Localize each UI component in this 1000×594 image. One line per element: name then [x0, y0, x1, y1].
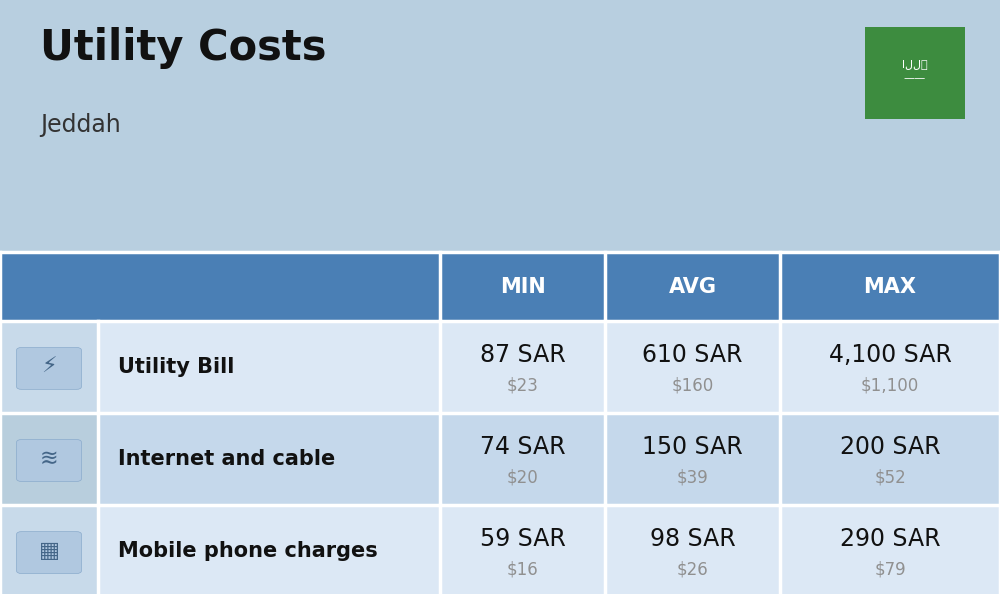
Text: AVG: AVG	[668, 277, 716, 296]
FancyBboxPatch shape	[0, 505, 1000, 594]
Text: 150 SAR: 150 SAR	[642, 435, 743, 459]
FancyBboxPatch shape	[0, 505, 98, 594]
FancyBboxPatch shape	[865, 27, 965, 119]
Text: MAX: MAX	[864, 277, 916, 296]
Text: $39: $39	[677, 468, 708, 486]
Text: $26: $26	[677, 560, 708, 579]
Text: 59 SAR: 59 SAR	[480, 527, 565, 551]
FancyBboxPatch shape	[780, 252, 1000, 321]
FancyBboxPatch shape	[440, 252, 605, 321]
Text: Utility Costs: Utility Costs	[40, 27, 326, 69]
Text: $16: $16	[507, 560, 538, 579]
FancyBboxPatch shape	[16, 347, 82, 390]
Text: اللہ
——: اللہ ——	[902, 59, 928, 83]
FancyBboxPatch shape	[16, 532, 82, 574]
Text: Mobile phone charges: Mobile phone charges	[118, 541, 378, 561]
FancyBboxPatch shape	[0, 321, 1000, 413]
FancyBboxPatch shape	[0, 252, 440, 321]
FancyBboxPatch shape	[605, 252, 780, 321]
Text: 98 SAR: 98 SAR	[650, 527, 735, 551]
Text: 200 SAR: 200 SAR	[840, 435, 940, 459]
Text: $52: $52	[874, 468, 906, 486]
Text: 290 SAR: 290 SAR	[840, 527, 940, 551]
FancyBboxPatch shape	[0, 413, 1000, 505]
Text: $1,100: $1,100	[861, 376, 919, 394]
Text: 87 SAR: 87 SAR	[480, 343, 565, 367]
Text: 610 SAR: 610 SAR	[642, 343, 743, 367]
Text: 74 SAR: 74 SAR	[480, 435, 565, 459]
Text: ≋: ≋	[40, 449, 58, 469]
Text: Internet and cable: Internet and cable	[118, 449, 335, 469]
Text: Jeddah: Jeddah	[40, 113, 121, 137]
Text: 4,100 SAR: 4,100 SAR	[829, 343, 951, 367]
Text: $160: $160	[671, 376, 714, 394]
Text: ▦: ▦	[38, 541, 60, 561]
FancyBboxPatch shape	[16, 440, 82, 481]
Text: ⚡: ⚡	[41, 357, 57, 377]
FancyBboxPatch shape	[0, 321, 98, 413]
Text: MIN: MIN	[500, 277, 545, 296]
Text: $20: $20	[507, 468, 538, 486]
Text: $23: $23	[507, 376, 538, 394]
Text: Utility Bill: Utility Bill	[118, 357, 234, 377]
FancyBboxPatch shape	[0, 413, 98, 505]
Text: $79: $79	[874, 560, 906, 579]
